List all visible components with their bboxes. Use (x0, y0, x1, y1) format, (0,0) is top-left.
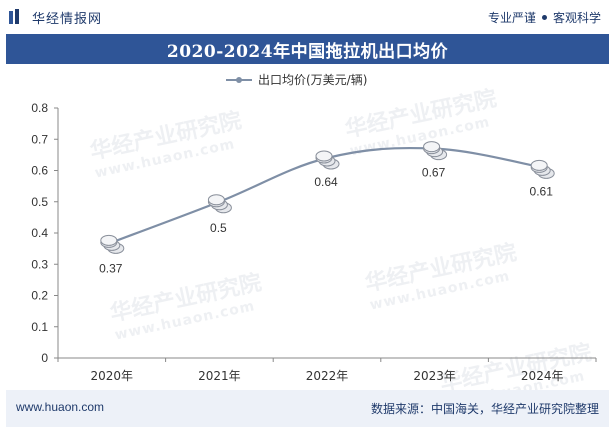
y-tick-label: 0.7 (31, 132, 48, 146)
y-tick-label: 0.8 (31, 101, 48, 115)
coin-marker-icon (423, 141, 448, 161)
coin-top (423, 141, 441, 153)
logo-icon (9, 9, 19, 24)
markers-group (100, 141, 555, 254)
footer: www.huaon.com 数据来源：中国海关，华经产业研究院整理 (6, 390, 609, 427)
coin-marker-icon (100, 234, 125, 254)
y-tick-label: 0.1 (31, 320, 48, 334)
y-tick-label: 0.4 (31, 226, 48, 240)
y-tick-label: 0 (41, 351, 48, 365)
brand[interactable]: 华经情报网 (8, 7, 102, 27)
data-label: 0.67 (422, 166, 446, 180)
chart-title: 2020-2024年中国拖拉机出口均价 (166, 41, 449, 62)
footer-website[interactable]: www.huaon.com (16, 400, 105, 414)
coin-top (315, 150, 333, 162)
tagline: 专业严谨 客观科学 (488, 9, 601, 26)
legend: 出口均价(万美元/辆) (226, 71, 367, 88)
data-label: 0.5 (210, 221, 227, 235)
legend-label: 出口均价(万美元/辆) (258, 73, 368, 87)
y-tick-label: 0.2 (31, 289, 48, 303)
brand-name: 华经情报网 (32, 11, 103, 27)
tagline-right: 客观科学 (552, 11, 601, 25)
x-tick-label: 2023年 (413, 369, 456, 383)
coin-marker-icon (530, 159, 555, 179)
x-tick-label: 2020年 (91, 369, 134, 383)
top-bar: 华经情报网 专业严谨 客观科学 (0, 0, 615, 34)
data-label: 0.61 (530, 184, 554, 198)
data-labels-group: 0.37 0.5 0.64 0.67 0.61 (99, 166, 553, 276)
y-tick-label: 0.3 (31, 257, 48, 271)
coin-top (530, 159, 548, 171)
x-tick-label: 2024年 (521, 369, 564, 383)
legend-line-marker-icon (226, 76, 252, 83)
coin-marker-icon (315, 150, 340, 170)
y-tick-label: 0.6 (31, 164, 48, 178)
separator-dot-icon (541, 15, 547, 20)
data-label: 0.64 (314, 175, 338, 189)
x-tick-label: 2021年 (198, 369, 241, 383)
x-tick-label: 2022年 (306, 369, 349, 383)
title-bar: 2020-2024年中国拖拉机出口均价 (6, 34, 609, 64)
footer-source: 数据来源：中国海关，华经产业研究院整理 (370, 402, 599, 416)
axes: 0 0.1 0.2 0.3 0.4 0.5 0.6 0.7 0.8 2020年 2021年 2022年… (31, 101, 597, 383)
tagline-left: 专业严谨 (487, 11, 536, 25)
y-tick-label: 0.5 (31, 195, 48, 209)
coin-top (207, 194, 225, 206)
coin-marker-icon (207, 194, 232, 214)
coin-top (100, 234, 118, 246)
data-label: 0.37 (99, 261, 123, 275)
